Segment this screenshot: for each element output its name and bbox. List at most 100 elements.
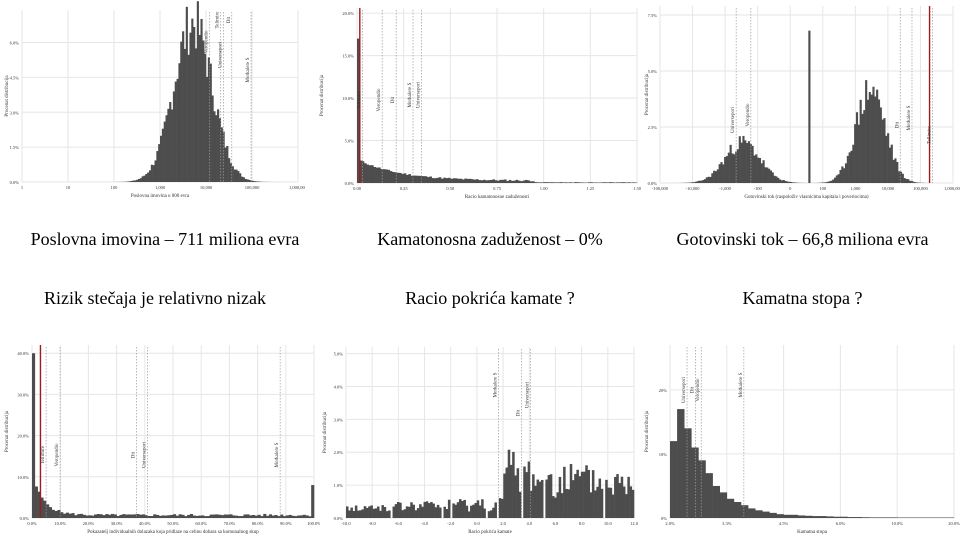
reference-label: Morkalere S	[494, 372, 499, 397]
histogram-bar	[574, 182, 577, 183]
histogram-bar	[939, 517, 948, 518]
histogram-bar	[441, 178, 444, 183]
histogram-bar	[88, 515, 92, 518]
histogram-bar	[196, 1, 199, 182]
x-tick-label: 90.0%	[280, 521, 292, 526]
histogram-bar	[740, 142, 743, 183]
histogram-bar	[694, 181, 697, 183]
histogram-bar	[85, 515, 89, 518]
histogram-bar	[413, 175, 416, 183]
histogram-bar	[844, 163, 848, 183]
histogram-bar	[113, 514, 117, 518]
histogram-bar	[410, 175, 414, 183]
histogram-bar	[600, 488, 604, 518]
y-tick-label: 40.0%	[17, 351, 29, 356]
histogram-bar	[532, 474, 535, 518]
histogram-bar	[243, 514, 247, 518]
histogram-bar	[209, 514, 213, 518]
histogram-bar	[127, 514, 131, 518]
histogram-bar	[684, 428, 692, 518]
histogram-bar	[240, 516, 244, 518]
histogram-bar	[899, 171, 903, 183]
histogram-bar	[476, 179, 479, 183]
histogram-bar	[240, 176, 244, 182]
histogram-bar	[607, 487, 610, 518]
reference-label: Veropendio	[55, 443, 60, 467]
panel-risk: 0.0% 10.0% 20.0% 30.0% 40.0% 0.0% 10.0% 20.0% 30…	[0, 335, 320, 540]
histogram-bar	[670, 441, 678, 518]
histogram-bar	[868, 517, 877, 518]
histogram-bar	[492, 507, 495, 518]
histogram-bar	[769, 170, 773, 183]
histogram-bar	[616, 182, 619, 183]
x-tick-label: 10.0%	[891, 521, 903, 526]
histogram-bar	[748, 508, 756, 518]
y-tick-label: 5.0%	[345, 139, 355, 144]
reference-label: Universepori	[525, 381, 530, 408]
y-tick-label: 4.0%	[334, 384, 344, 389]
x-tick-label: 4.5%	[779, 521, 789, 526]
histogram-bar	[364, 163, 367, 183]
histogram-bar	[567, 182, 570, 183]
histogram-bar	[604, 182, 607, 183]
histogram-bar	[156, 514, 160, 518]
x-tick-label: -8.0	[369, 521, 377, 526]
caption-leverage: Kamatonosna zaduženost – 0%	[377, 229, 603, 249]
histogram-bar	[405, 506, 409, 518]
histogram-bar	[726, 498, 735, 518]
reference-label: Dit	[895, 121, 900, 128]
x-tick-label: 8.0	[579, 521, 585, 526]
histogram-bar	[105, 514, 109, 518]
histogram-bar	[54, 510, 58, 518]
histogram-bar	[887, 133, 890, 183]
histogram-bar	[742, 135, 745, 183]
histogram-bar	[494, 502, 497, 518]
histogram-bar	[480, 180, 484, 183]
histogram-bar	[246, 179, 249, 182]
histogram-bar	[454, 504, 458, 518]
histogram-bar	[516, 468, 520, 518]
histogram-bar	[536, 182, 540, 183]
histogram-bar	[720, 162, 723, 183]
x-tick-label: -1,000	[719, 186, 731, 192]
histogram-bar	[213, 111, 216, 182]
histogram-bar	[866, 99, 870, 183]
y-tick-label: 0%	[661, 516, 667, 521]
histogram-bar	[443, 177, 446, 183]
histogram-bar	[424, 176, 428, 183]
histogram-bar	[790, 181, 793, 183]
histogram-bar	[431, 178, 435, 183]
reference-label: Tellimire	[927, 125, 932, 144]
y-tick-label: 5.0%	[334, 352, 344, 357]
histogram-bar	[766, 167, 769, 183]
x-tick-label: 100,000	[913, 186, 928, 192]
histogram-bar	[194, 48, 198, 182]
histogram-bar	[455, 178, 458, 183]
histogram-bar	[590, 182, 593, 183]
histogram-bar	[911, 517, 919, 518]
histogram-bar	[181, 514, 185, 518]
histogram-bar	[609, 487, 613, 518]
histogram-bar	[299, 515, 304, 518]
histogram-bar	[187, 514, 191, 518]
histogram-bar	[736, 149, 740, 183]
histogram-bar	[385, 511, 389, 518]
histogram-bar	[890, 144, 893, 183]
histogram-bar	[429, 176, 432, 183]
histogram-bar	[714, 171, 718, 183]
histogram-bar	[883, 517, 891, 518]
histogram-bar	[161, 128, 164, 182]
histogram-bar	[153, 514, 157, 518]
histogram-bar	[747, 141, 751, 183]
histogram-bar	[719, 492, 728, 518]
histogram-bar	[837, 174, 840, 183]
histogram-bar	[768, 168, 771, 183]
histogram-bar	[119, 514, 123, 518]
histogram-bar	[786, 181, 789, 183]
histogram-bar	[425, 501, 429, 518]
histogram-bar	[539, 182, 542, 183]
histogram-bar	[365, 507, 369, 518]
histogram-bar	[854, 517, 862, 518]
histogram-bar	[65, 512, 69, 518]
histogram-bar	[232, 515, 236, 518]
